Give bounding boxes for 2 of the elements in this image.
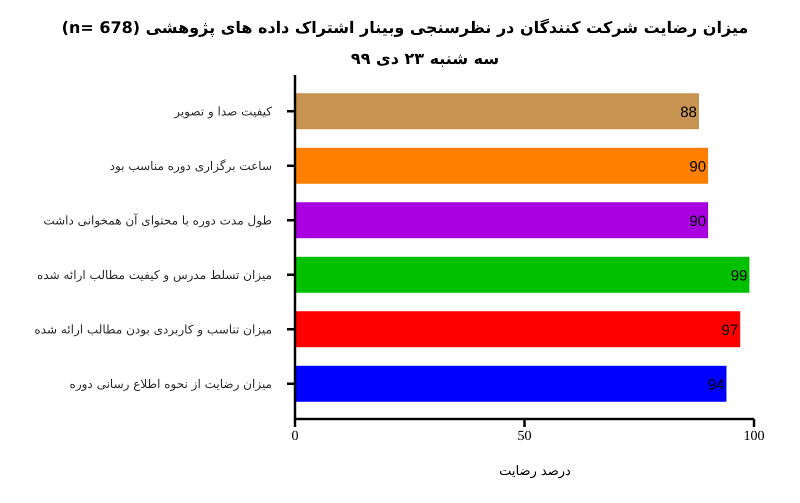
subtitle: سه شنبه ۲۳ دی ۹۹ bbox=[350, 49, 500, 68]
title: میزان رضایت شرکت کنندگان در نظرسنجی وبینار اشتراک داده های پژوهشی (n= 678) bbox=[62, 18, 748, 37]
